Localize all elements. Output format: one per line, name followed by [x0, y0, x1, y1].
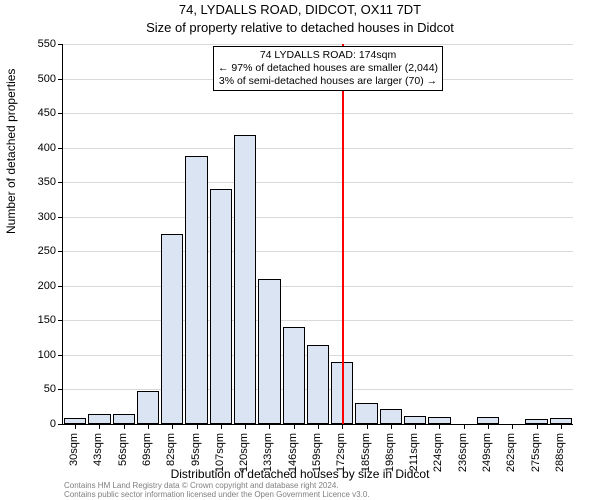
- xtick-mark: [415, 424, 416, 429]
- ytick-label: 200: [16, 280, 56, 292]
- histogram-bar: [428, 417, 450, 424]
- annotation-line3: 3% of semi-detached houses are larger (7…: [218, 75, 438, 88]
- xtick-mark: [488, 424, 489, 429]
- xtick-label: 236sqm: [457, 433, 469, 493]
- xtick-label: 133sqm: [262, 433, 274, 493]
- ytick-mark: [58, 148, 63, 149]
- xtick-mark: [318, 424, 319, 429]
- histogram-bar: [283, 327, 305, 424]
- xtick-label: 159sqm: [311, 433, 323, 493]
- gridline: [63, 286, 573, 287]
- xtick-mark: [269, 424, 270, 429]
- ytick-label: 300: [16, 211, 56, 223]
- histogram-bar: [137, 391, 159, 424]
- xtick-label: 107sqm: [214, 433, 226, 493]
- ytick-mark: [58, 424, 63, 425]
- ytick-mark: [58, 389, 63, 390]
- ytick-mark: [58, 251, 63, 252]
- xtick-mark: [75, 424, 76, 429]
- gridline: [63, 251, 573, 252]
- xtick-label: 185sqm: [360, 433, 372, 493]
- histogram-bar: [161, 234, 183, 424]
- ytick-mark: [58, 217, 63, 218]
- xtick-label: 275sqm: [530, 433, 542, 493]
- xtick-mark: [561, 424, 562, 429]
- xtick-label: 120sqm: [238, 433, 250, 493]
- xtick-label: 82sqm: [165, 433, 177, 493]
- annotation-line1: 74 LYDALLS ROAD: 174sqm: [218, 49, 438, 62]
- histogram-bar: [404, 416, 426, 424]
- histogram-bar: [307, 345, 329, 424]
- ytick-mark: [58, 113, 63, 114]
- ytick-label: 450: [16, 107, 56, 119]
- histogram-bar: [380, 409, 402, 424]
- xtick-mark: [342, 424, 343, 429]
- xtick-label: 224sqm: [432, 433, 444, 493]
- xtick-label: 69sqm: [141, 433, 153, 493]
- ytick-mark: [58, 44, 63, 45]
- annotation-line2: ← 97% of detached houses are smaller (2,…: [218, 62, 438, 75]
- ytick-mark: [58, 79, 63, 80]
- histogram-bar: [234, 135, 256, 424]
- ytick-label: 100: [16, 349, 56, 361]
- xtick-mark: [172, 424, 173, 429]
- ytick-label: 150: [16, 314, 56, 326]
- ytick-label: 550: [16, 38, 56, 50]
- xtick-label: 56sqm: [117, 433, 129, 493]
- xtick-mark: [197, 424, 198, 429]
- ytick-label: 250: [16, 245, 56, 257]
- ytick-mark: [58, 355, 63, 356]
- reference-line: [342, 44, 344, 424]
- gridline: [63, 320, 573, 321]
- xtick-mark: [367, 424, 368, 429]
- xtick-label: 95sqm: [190, 433, 202, 493]
- gridline: [63, 148, 573, 149]
- ytick-label: 50: [16, 383, 56, 395]
- histogram-bar: [113, 414, 135, 424]
- histogram-bar: [477, 417, 499, 424]
- xtick-mark: [221, 424, 222, 429]
- xtick-label: 30sqm: [68, 433, 80, 493]
- ytick-label: 400: [16, 142, 56, 154]
- gridline: [63, 44, 573, 45]
- ytick-mark: [58, 320, 63, 321]
- histogram-bar: [258, 279, 280, 424]
- gridline: [63, 217, 573, 218]
- xtick-mark: [294, 424, 295, 429]
- histogram-bar: [210, 189, 232, 424]
- ytick-mark: [58, 182, 63, 183]
- xtick-mark: [464, 424, 465, 429]
- xtick-mark: [148, 424, 149, 429]
- ytick-label: 0: [16, 418, 56, 430]
- xtick-mark: [537, 424, 538, 429]
- xtick-label: 211sqm: [408, 433, 420, 493]
- ytick-mark: [58, 286, 63, 287]
- histogram-bar: [88, 414, 110, 424]
- xtick-mark: [245, 424, 246, 429]
- xtick-label: 198sqm: [384, 433, 396, 493]
- chart-title: Size of property relative to detached ho…: [0, 20, 600, 35]
- ytick-label: 500: [16, 73, 56, 85]
- histogram-bar: [355, 403, 377, 424]
- xtick-label: 43sqm: [92, 433, 104, 493]
- xtick-label: 249sqm: [481, 433, 493, 493]
- plot-area: 74 LYDALLS ROAD: 174sqm← 97% of detached…: [62, 44, 573, 425]
- gridline: [63, 182, 573, 183]
- annotation-box: 74 LYDALLS ROAD: 174sqm← 97% of detached…: [213, 46, 443, 91]
- xtick-label: 262sqm: [505, 433, 517, 493]
- histogram-bar: [185, 156, 207, 424]
- xtick-mark: [512, 424, 513, 429]
- ytick-label: 350: [16, 176, 56, 188]
- xtick-label: 288sqm: [554, 433, 566, 493]
- xtick-mark: [439, 424, 440, 429]
- xtick-label: 146sqm: [287, 433, 299, 493]
- xtick-mark: [391, 424, 392, 429]
- gridline: [63, 113, 573, 114]
- chart-supertitle: 74, LYDALLS ROAD, DIDCOT, OX11 7DT: [0, 2, 600, 17]
- xtick-label: 172sqm: [335, 433, 347, 493]
- xtick-mark: [99, 424, 100, 429]
- xtick-mark: [124, 424, 125, 429]
